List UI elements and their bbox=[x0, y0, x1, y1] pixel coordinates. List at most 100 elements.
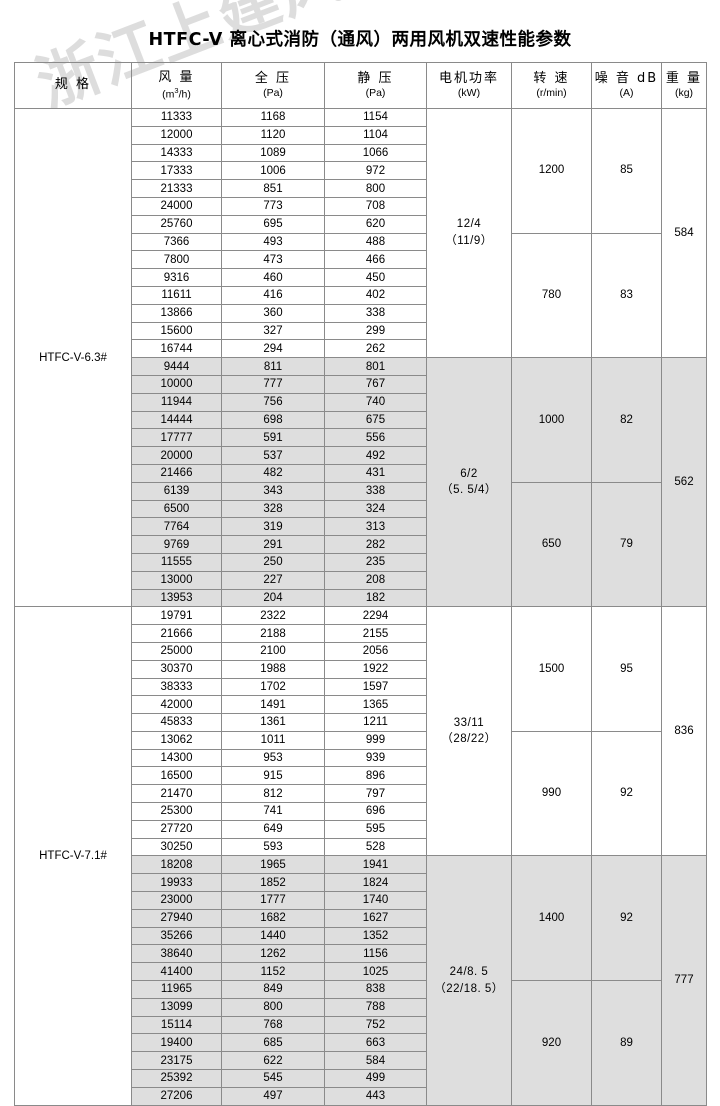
cell-rotation-speed: 1500 bbox=[511, 606, 592, 732]
cell-total-pressure: 685 bbox=[221, 1033, 325, 1053]
table-row: 12000 1120 1104 bbox=[15, 125, 707, 145]
cell-air-flow: 38333 bbox=[131, 677, 222, 697]
cell-air-flow: 25300 bbox=[131, 802, 222, 821]
cell-static-pressure: 466 bbox=[324, 250, 427, 270]
cell-static-pressure: 752 bbox=[324, 1015, 427, 1035]
cell-static-pressure: 1211 bbox=[324, 713, 427, 732]
cell-static-pressure: 338 bbox=[324, 303, 427, 323]
cell-static-pressure: 450 bbox=[324, 268, 427, 287]
cell-air-flow: 13000 bbox=[131, 570, 222, 590]
cell-total-pressure: 649 bbox=[221, 819, 325, 839]
cell-rotation-speed: 1000 bbox=[511, 357, 592, 483]
cell-rotation-speed: 1200 bbox=[511, 108, 592, 234]
motor-power-alternate: （11/9） bbox=[445, 235, 493, 248]
column-header-total-pressure: 全 压 (Pa) bbox=[221, 62, 325, 109]
cell-air-flow: 11944 bbox=[131, 392, 222, 412]
column-header-unit: (Pa) bbox=[263, 87, 283, 100]
motor-power-alternate: （22/18. 5） bbox=[434, 982, 504, 995]
table-row: 23000 1777 1740 bbox=[15, 891, 707, 910]
column-header-weight: 重 量 (kg) bbox=[661, 62, 707, 109]
cell-air-flow: 17777 bbox=[131, 428, 222, 448]
table-row: 9444 811 801 6/2 （5. 5/4） 1000 82 562 bbox=[15, 357, 707, 608]
cell-total-pressure: 1089 bbox=[221, 143, 325, 163]
cell-static-pressure: 262 bbox=[324, 339, 427, 359]
cell-noise: 82 bbox=[591, 357, 662, 483]
table-row: 21666 2188 2155 bbox=[15, 624, 707, 643]
cell-static-pressure: 2294 bbox=[324, 606, 427, 626]
cell-static-pressure: 1066 bbox=[324, 143, 427, 163]
cell-total-pressure: 1152 bbox=[221, 962, 325, 982]
cell-total-pressure: 741 bbox=[221, 802, 325, 821]
cell-noise: 92 bbox=[591, 855, 662, 982]
cell-static-pressure: 431 bbox=[324, 463, 427, 483]
cell-total-pressure: 1120 bbox=[221, 125, 325, 145]
motor-power-primary: 24/8. 5 bbox=[449, 965, 489, 978]
cell-total-pressure: 204 bbox=[221, 588, 325, 608]
cell-total-pressure: 811 bbox=[221, 357, 325, 376]
table-row: 21333 851 800 bbox=[15, 179, 707, 198]
cell-weight: 584 bbox=[661, 107, 707, 359]
cell-air-flow: 19933 bbox=[131, 873, 222, 893]
cell-total-pressure: 473 bbox=[221, 250, 325, 270]
cell-air-flow: 30370 bbox=[131, 659, 222, 679]
cell-noise: 89 bbox=[591, 980, 662, 1106]
cell-total-pressure: 953 bbox=[221, 748, 325, 768]
column-header-noise: 噪 音 dB (A) bbox=[591, 62, 662, 109]
cell-total-pressure: 2322 bbox=[221, 606, 325, 626]
cell-total-pressure: 1011 bbox=[221, 730, 325, 750]
cell-total-pressure: 1168 bbox=[221, 108, 325, 127]
cell-static-pressure: 492 bbox=[324, 446, 427, 465]
motor-power-primary: 6/2 bbox=[460, 467, 478, 480]
column-header-label: 风 量 bbox=[158, 69, 195, 85]
cell-static-pressure: 675 bbox=[324, 410, 427, 430]
table-row: 7800 473 466 bbox=[15, 250, 707, 270]
table-row: 14444 698 675 bbox=[15, 410, 707, 430]
cell-total-pressure: 915 bbox=[221, 766, 325, 786]
column-header-unit: (kW) bbox=[457, 87, 481, 100]
cell-static-pressure: 620 bbox=[324, 214, 427, 234]
motor-power-primary: 12/4 bbox=[456, 218, 482, 231]
cell-air-flow: 21466 bbox=[131, 463, 222, 483]
cell-total-pressure: 622 bbox=[221, 1051, 325, 1071]
cell-total-pressure: 1777 bbox=[221, 891, 325, 910]
cell-air-flow: 19791 bbox=[131, 606, 222, 626]
cell-air-flow: 42000 bbox=[131, 695, 222, 715]
table-body: HTFC-V-6.3# 11333 1168 1154 12/4 （11/9） 1200 85… bbox=[14, 107, 707, 1106]
cell-static-pressure: 2056 bbox=[324, 641, 427, 661]
table-row: 13953 204 182 bbox=[15, 588, 707, 608]
cell-noise: 95 bbox=[591, 606, 662, 732]
header-row: 规 格风 量 (m3/h) 全 压 (Pa) 静 压 (Pa) 电机功率 (kW) 转 速 (r/… bbox=[14, 62, 707, 109]
cell-air-flow: 11555 bbox=[131, 552, 222, 572]
cell-total-pressure: 327 bbox=[221, 321, 325, 341]
cell-static-pressure: 788 bbox=[324, 997, 427, 1017]
cell-air-flow: 13062 bbox=[131, 730, 222, 750]
table-row: 11555 250 235 bbox=[15, 552, 707, 572]
cell-air-flow: 27940 bbox=[131, 908, 222, 928]
cell-air-flow: 7800 bbox=[131, 250, 222, 270]
cell-static-pressure: 663 bbox=[324, 1033, 427, 1053]
column-header-label: 静 压 bbox=[357, 71, 394, 87]
cell-air-flow: 30250 bbox=[131, 837, 222, 857]
cell-air-flow: 14333 bbox=[131, 143, 222, 163]
cell-rotation-speed: 920 bbox=[511, 980, 592, 1106]
cell-air-flow: 25000 bbox=[131, 641, 222, 661]
cell-total-pressure: 294 bbox=[221, 339, 325, 359]
cell-static-pressure: 282 bbox=[324, 535, 427, 554]
table-row: HTFC-V-7.1# 19791 2322 2294 33/11 （28/22） 1500… bbox=[14, 606, 707, 1106]
column-header-unit: (A) bbox=[619, 87, 634, 100]
table-row: 17777 591 556 bbox=[15, 428, 707, 448]
cell-air-flow: 38640 bbox=[131, 944, 222, 964]
cell-static-pressure: 208 bbox=[324, 570, 427, 590]
cell-static-pressure: 1597 bbox=[324, 677, 427, 697]
motor-power-primary: 33/11 bbox=[453, 716, 485, 729]
cell-total-pressure: 460 bbox=[221, 268, 325, 287]
cell-air-flow: 35266 bbox=[131, 926, 222, 946]
column-header-unit: (Pa) bbox=[365, 87, 386, 100]
column-header-label: 全 压 bbox=[254, 71, 292, 87]
cell-total-pressure: 1491 bbox=[221, 695, 325, 715]
cell-total-pressure: 328 bbox=[221, 499, 325, 519]
cell-air-flow: 11333 bbox=[131, 108, 222, 127]
cell-weight: 562 bbox=[661, 357, 707, 608]
cell-air-flow: 9444 bbox=[131, 357, 222, 376]
cell-motor-power: 6/2 （5. 5/4） bbox=[426, 357, 512, 608]
